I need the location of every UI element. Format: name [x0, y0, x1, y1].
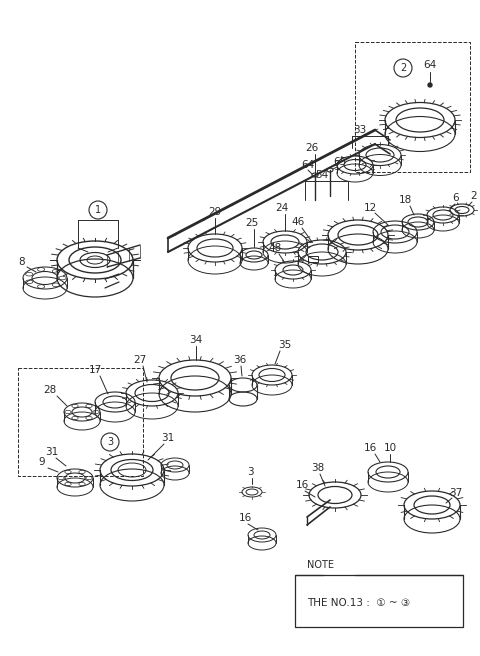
Text: 2: 2: [471, 191, 477, 201]
Text: THE NO.13 :  ① ~ ③: THE NO.13 : ① ~ ③: [307, 598, 410, 608]
Text: 54: 54: [315, 170, 329, 180]
Text: 16: 16: [295, 480, 309, 490]
Text: 17: 17: [88, 365, 102, 375]
Bar: [18, 368, 143, 476]
Text: 34: 34: [190, 335, 203, 345]
Text: NOTE: NOTE: [307, 560, 334, 570]
Text: 46: 46: [291, 217, 305, 227]
Text: 64: 64: [423, 60, 437, 70]
Text: 38: 38: [312, 463, 324, 473]
Text: 8: 8: [19, 257, 25, 267]
Text: 24: 24: [276, 203, 288, 213]
Text: 3: 3: [107, 437, 113, 447]
Text: 65: 65: [334, 157, 347, 167]
Text: 26: 26: [305, 143, 319, 153]
Text: 35: 35: [278, 340, 292, 350]
Text: 25: 25: [245, 218, 259, 228]
Text: 3: 3: [247, 467, 253, 477]
Bar: [308, 256, 318, 262]
Text: 6: 6: [453, 193, 459, 203]
Text: 31: 31: [46, 447, 59, 457]
Text: 2: 2: [400, 63, 406, 73]
Text: 29: 29: [208, 207, 222, 217]
Text: 18: 18: [398, 195, 412, 205]
Bar: [355, 42, 470, 172]
Text: 10: 10: [384, 443, 396, 453]
Text: 31: 31: [161, 433, 175, 443]
Text: 1: 1: [95, 205, 101, 215]
Text: 16: 16: [239, 513, 252, 523]
Text: 37: 37: [449, 488, 463, 498]
Text: 36: 36: [233, 355, 247, 365]
Text: 64: 64: [301, 160, 314, 170]
Text: 28: 28: [43, 385, 57, 395]
Text: 48: 48: [268, 243, 282, 253]
Circle shape: [428, 83, 432, 87]
Text: 27: 27: [133, 355, 146, 365]
Text: 12: 12: [363, 203, 377, 213]
Bar: [295, 575, 463, 627]
Text: 16: 16: [363, 443, 377, 453]
Text: 9: 9: [39, 457, 45, 467]
Text: 33: 33: [353, 125, 367, 135]
